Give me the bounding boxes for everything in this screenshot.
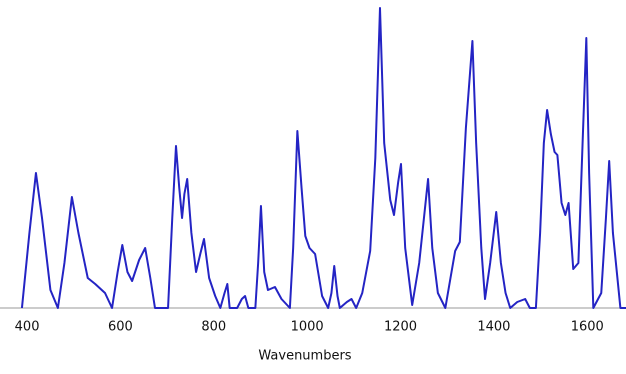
x-tick-label: 1000	[291, 320, 324, 335]
x-tick-label: 1200	[384, 320, 417, 335]
x-tick-label: 400	[15, 320, 40, 335]
x-axis-label: Wavenumbers	[258, 349, 351, 364]
x-tick-label: 1400	[477, 320, 510, 335]
x-tick-label: 600	[108, 320, 133, 335]
x-tick-label: 800	[201, 320, 226, 335]
spectrum-line	[20, 7, 626, 309]
x-tick-label: 1600	[571, 320, 604, 335]
